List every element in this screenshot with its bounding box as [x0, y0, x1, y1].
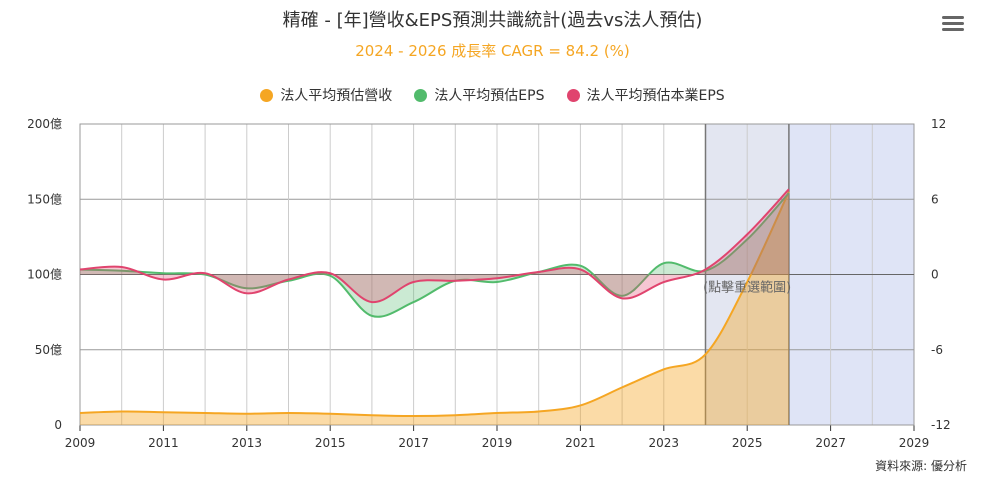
y-right-tick-label: 12 — [931, 117, 946, 131]
x-tick-label: 2015 — [315, 436, 346, 450]
hamburger-menu-icon[interactable] — [940, 13, 966, 35]
y-right-tick-label: -6 — [931, 343, 943, 357]
menu-bar — [942, 22, 964, 25]
x-tick-label: 2011 — [148, 436, 179, 450]
series-area-eps — [80, 192, 789, 317]
legend-label-eps: 法人平均預估EPS — [434, 88, 545, 104]
legend-marker-revenue — [260, 88, 274, 102]
x-tick-label: 2013 — [232, 436, 263, 450]
y-right-tick-label: 0 — [931, 268, 939, 282]
legend-item-core-eps[interactable]: 法人平均預估本業EPS — [566, 85, 725, 105]
y-left-tick-label: 100億 — [27, 268, 62, 282]
y-left-tick-label: 200億 — [27, 117, 62, 131]
series-line-eps — [79, 192, 790, 318]
series-line-core-eps — [79, 188, 790, 304]
y-left-tick-label: 150億 — [27, 192, 62, 206]
legend-marker-eps — [414, 88, 428, 102]
x-tick-label: 2029 — [899, 436, 930, 450]
x-tick-label: 2027 — [815, 436, 846, 450]
y-left-tick-label: 50億 — [35, 343, 62, 357]
legend-label-core-eps: 法人平均預估本業EPS — [586, 88, 725, 104]
x-tick-label: 2023 — [649, 436, 680, 450]
legend-marker-core-eps — [566, 88, 580, 102]
legend-item-eps[interactable]: 法人平均預估EPS — [414, 85, 545, 105]
menu-bar — [942, 16, 964, 19]
x-tick-label: 2025 — [732, 436, 763, 450]
chart-subtitle: 2024 - 2026 成長率 CAGR = 84.2 (%) — [355, 42, 630, 60]
select-range-hint: (點擊重選範圍) — [703, 280, 791, 296]
x-tick-label: 2009 — [65, 436, 96, 450]
x-tick-label: 2021 — [565, 436, 596, 450]
x-tick-label: 2017 — [398, 436, 429, 450]
menu-bar — [942, 28, 964, 31]
y-right-tick-label: 6 — [931, 192, 939, 206]
y-right-tick-label: -12 — [931, 418, 951, 432]
legend-item-revenue[interactable]: 法人平均預估營收 — [260, 85, 392, 105]
y-left-tick-label: 0 — [54, 418, 62, 432]
legend-label-revenue: 法人平均預估營收 — [280, 88, 393, 104]
chart-legend: 法人平均預估營收 法人平均預估EPS 法人平均預估本業EPS — [0, 85, 985, 105]
data-source-credit: 資料來源: 優分析 — [875, 459, 967, 473]
x-tick-label: 2019 — [482, 436, 513, 450]
chart-title: 精確 - [年]營收&EPS預測共識統計(過去vs法人預估) — [282, 10, 703, 31]
series-area-revenue — [80, 191, 789, 425]
